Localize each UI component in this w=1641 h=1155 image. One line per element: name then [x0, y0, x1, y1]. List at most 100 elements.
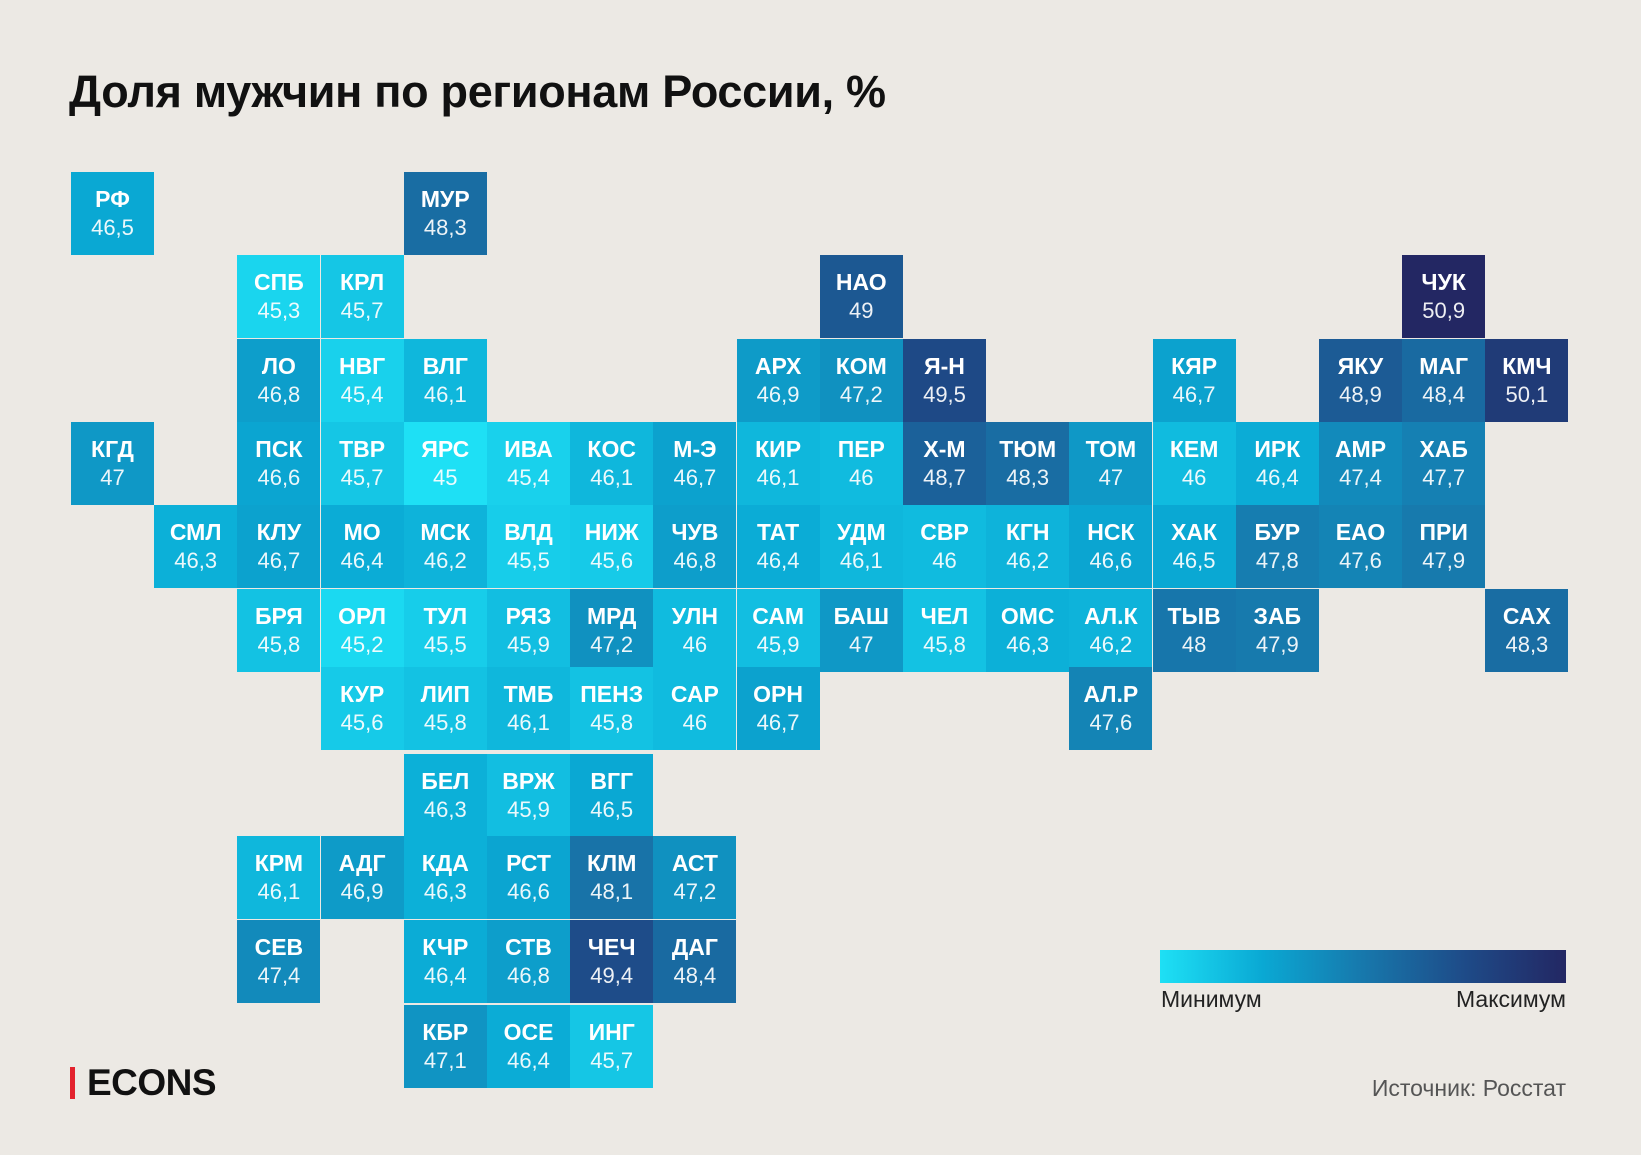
- region-value: 47,6: [1339, 547, 1382, 573]
- region-code: АДГ: [338, 849, 386, 876]
- region-code: ХАБ: [1419, 435, 1468, 462]
- region-code: ЛО: [261, 352, 296, 379]
- region-code: КЛМ: [587, 849, 637, 876]
- region-value: 47,8: [1255, 547, 1299, 573]
- region-tile: САР 46: [653, 667, 737, 750]
- region-value: 45: [433, 464, 458, 490]
- region-tile: ВГГ 46,5: [570, 754, 654, 837]
- region-tile: НИЖ 45,6: [570, 505, 654, 588]
- region-code: БЕЛ: [421, 767, 470, 794]
- region-code: ТУЛ: [423, 602, 468, 629]
- region-code: ОРН: [753, 680, 804, 707]
- region-code: АСТ: [671, 849, 718, 876]
- region-tile: НАО 49: [819, 255, 903, 338]
- region-code: МСК: [420, 518, 471, 545]
- region-code: САР: [670, 680, 719, 707]
- region-value: 47,1: [423, 1047, 467, 1073]
- region-code: ПЕР: [837, 435, 885, 462]
- region-value: 48,3: [423, 214, 467, 240]
- region-value: 49: [849, 297, 874, 323]
- region-value: 47: [100, 464, 125, 490]
- region-code: КИР: [755, 435, 802, 462]
- region-value: 45,6: [590, 547, 634, 573]
- region-value: 46,3: [423, 878, 467, 904]
- region-value: 45,8: [590, 709, 634, 735]
- region-code: РСТ: [506, 849, 551, 876]
- region-code: ВГГ: [590, 767, 634, 794]
- region-tile: БЕЛ 46,3: [403, 754, 487, 837]
- region-value: 46,9: [340, 878, 384, 904]
- region-value: 45,2: [340, 631, 384, 657]
- region-value: 45,3: [257, 297, 301, 323]
- region-value: 45,7: [340, 297, 384, 323]
- region-value: 46,2: [423, 547, 467, 573]
- region-tile: РЯЗ 45,9: [487, 589, 570, 672]
- region-code: КРМ: [254, 849, 304, 876]
- region-tile: КЕМ 46: [1152, 422, 1236, 505]
- region-value: 46: [1181, 464, 1207, 490]
- source-note: Источник: Росстат: [1371, 1075, 1566, 1101]
- region-code: САМ: [752, 602, 804, 629]
- region-tile: КГН 46,2: [986, 505, 1070, 588]
- region-code: НАО: [835, 268, 887, 295]
- region-code: ЯКУ: [1337, 352, 1384, 379]
- region-value: 47,7: [1422, 464, 1466, 490]
- region-value: 46,1: [756, 464, 800, 490]
- region-tile: МРД 47,2: [570, 589, 654, 672]
- region-tile: ТУЛ 45,5: [403, 589, 487, 672]
- region-code: НИЖ: [584, 518, 639, 545]
- region-tile: КРЛ 45,7: [320, 255, 404, 338]
- region-value: 46,3: [1006, 631, 1050, 657]
- region-code: ЧЕЛ: [920, 602, 969, 629]
- region-value: 46,7: [1172, 381, 1216, 407]
- region-value: 48,7: [923, 464, 966, 490]
- region-value: 50,1: [1505, 381, 1549, 407]
- region-code: БРЯ: [254, 602, 303, 629]
- region-value: 47,9: [1422, 547, 1466, 573]
- region-code: КЯР: [1171, 352, 1218, 379]
- region-tile: КДА 46,3: [403, 836, 487, 919]
- region-value: 47,4: [1339, 464, 1382, 490]
- region-value: 46,1: [257, 878, 301, 904]
- region-code: ЧЕЧ: [587, 933, 636, 960]
- legend-max-label: Максимум: [1455, 986, 1566, 1012]
- region-code: ЧУВ: [671, 518, 719, 545]
- region-tile: ОСЕ 46,4: [487, 1005, 570, 1088]
- brand-name: ECONS: [87, 1062, 217, 1103]
- region-code: КГН: [1005, 518, 1050, 545]
- region-code: НСК: [1087, 518, 1135, 545]
- region-value: 45,8: [257, 631, 301, 657]
- region-value: 46,1: [839, 547, 883, 573]
- region-tile: ТВР 45,7: [320, 422, 404, 505]
- region-code: ЯРС: [421, 435, 470, 462]
- region-tile: УДМ 46,1: [819, 505, 903, 588]
- region-value: 45,9: [756, 631, 800, 657]
- region-code: РЯЗ: [505, 602, 552, 629]
- region-code: СЕВ: [254, 933, 304, 960]
- region-code: БАШ: [833, 602, 889, 629]
- region-tile: НСК 46,6: [1069, 505, 1153, 588]
- region-value: 45,8: [923, 631, 966, 657]
- region-tile: КОС 46,1: [570, 422, 654, 505]
- region-code: ОСЕ: [503, 1018, 554, 1045]
- region-value: 46,4: [423, 962, 467, 988]
- region-value: 48,1: [590, 878, 634, 904]
- region-code: УДМ: [836, 518, 886, 545]
- region-value: 46,1: [590, 464, 634, 490]
- region-tile: ЛО 46,8: [237, 339, 321, 422]
- region-tile: КИР 46,1: [736, 422, 820, 505]
- region-code: СМЛ: [169, 518, 222, 545]
- region-code: СПБ: [254, 268, 304, 295]
- region-value: 48: [1181, 631, 1207, 657]
- region-tile: ХАБ 47,7: [1402, 422, 1486, 505]
- region-tile: ОРЛ 45,2: [320, 589, 404, 672]
- region-value: 46,7: [257, 547, 301, 573]
- region-code: МО: [343, 518, 381, 545]
- region-tile: Я-Н 49,5: [903, 339, 986, 422]
- region-value: 46,8: [257, 381, 301, 407]
- region-code: СВР: [920, 518, 969, 545]
- region-tile: ДАГ 48,4: [653, 920, 737, 1003]
- region-code: СТВ: [505, 933, 552, 960]
- region-tile: КГД 47: [71, 422, 154, 505]
- region-code: КЛУ: [256, 518, 302, 545]
